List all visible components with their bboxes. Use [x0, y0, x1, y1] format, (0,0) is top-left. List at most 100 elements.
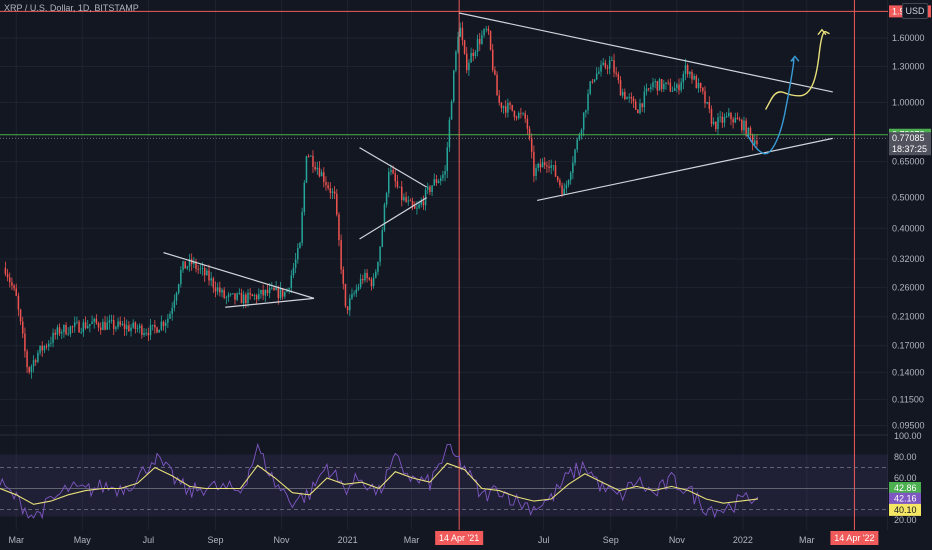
- candle-body: [169, 313, 171, 319]
- candle-body: [500, 102, 503, 108]
- chart-title: XRP / U.S. Dollar, 1D, BITSTAMP: [4, 3, 139, 13]
- candle-body: [667, 82, 669, 84]
- candle-body: [149, 325, 152, 336]
- rsi-badge: [889, 492, 921, 505]
- candle-body: [78, 321, 80, 333]
- candle-body: [266, 289, 269, 294]
- candle-body: [634, 101, 637, 110]
- candle-body: [125, 325, 128, 330]
- candle-body: [258, 293, 260, 300]
- candle-body: [424, 189, 427, 206]
- candle-body: [108, 320, 111, 323]
- candle-body: [60, 332, 63, 334]
- price-tick-label: 0.21000: [892, 312, 925, 322]
- candle-body: [234, 293, 236, 300]
- candle-body: [550, 165, 552, 168]
- candle-body: [34, 360, 37, 362]
- candle-body: [251, 294, 254, 297]
- candle-body: [47, 343, 50, 347]
- candle-body: [199, 268, 202, 270]
- candle-body: [147, 332, 150, 336]
- candle-body: [452, 70, 455, 102]
- candle-body: [106, 322, 108, 330]
- candle-body: [26, 351, 28, 368]
- candle-body: [327, 185, 329, 189]
- candle-body: [180, 270, 182, 285]
- candle-body: [115, 327, 117, 329]
- trendline[interactable]: [225, 297, 315, 308]
- trendline[interactable]: [359, 147, 427, 188]
- candle-body: [602, 62, 604, 65]
- candle-body: [416, 207, 418, 209]
- candle-body: [656, 81, 659, 91]
- price-tick-label: 0.32000: [892, 254, 925, 264]
- candle-body: [158, 329, 160, 333]
- candle-body: [264, 289, 267, 296]
- candle-body: [86, 325, 89, 329]
- trendline[interactable]: [359, 197, 427, 240]
- candle-body: [292, 267, 295, 276]
- candle-body: [578, 135, 581, 140]
- trendline[interactable]: [459, 12, 833, 93]
- candle-body: [76, 321, 78, 323]
- candle-body: [470, 52, 472, 63]
- candle-body: [171, 307, 173, 314]
- candle-body: [383, 204, 386, 231]
- candle-body: [455, 51, 457, 71]
- candle-body: [626, 97, 628, 100]
- candle-body: [359, 278, 362, 288]
- candle-body: [632, 98, 635, 102]
- candle-body: [132, 322, 134, 328]
- candle-body: [186, 266, 189, 269]
- candle-body: [543, 162, 546, 166]
- candle-body: [214, 287, 217, 292]
- candle-body: [738, 119, 741, 121]
- candle-body: [225, 297, 228, 299]
- candle-body: [647, 88, 650, 90]
- candle-body: [99, 327, 102, 330]
- candle-body: [502, 106, 505, 108]
- candle-body: [366, 272, 368, 278]
- candle-body: [262, 289, 264, 296]
- candle-body: [275, 287, 277, 291]
- candle-body: [478, 39, 481, 44]
- candle-body: [398, 186, 401, 188]
- candle-body: [704, 91, 706, 104]
- candle-body: [65, 324, 67, 335]
- candle-body: [509, 103, 511, 105]
- time-tick-label: Jul: [143, 535, 155, 545]
- trendline[interactable]: [537, 137, 833, 202]
- trendline[interactable]: [163, 252, 315, 299]
- candle-body: [245, 294, 247, 304]
- time-tick-label: Nov: [274, 535, 291, 545]
- candle-body: [30, 366, 33, 373]
- candle-body: [587, 93, 589, 111]
- candle-body: [504, 106, 507, 113]
- candle-body: [182, 261, 184, 271]
- candle-body: [639, 103, 641, 114]
- candle-body: [485, 28, 487, 30]
- candle-body: [728, 112, 730, 117]
- candle-body: [747, 127, 750, 136]
- price-tick-label: 1.30000: [892, 62, 925, 72]
- candle-body: [650, 87, 652, 89]
- candle-body: [476, 39, 479, 52]
- candle-body: [426, 186, 429, 190]
- candle-body: [15, 288, 18, 296]
- candle-body: [331, 191, 334, 193]
- candle-body: [368, 277, 371, 280]
- currency-button[interactable]: USD: [902, 3, 928, 19]
- candle-body: [301, 212, 303, 243]
- candle-body: [708, 101, 711, 109]
- candle-body: [268, 288, 271, 294]
- candle-body: [459, 27, 462, 37]
- candle-body: [671, 90, 674, 92]
- candle-body: [637, 109, 639, 114]
- candle-body: [145, 332, 147, 334]
- candle-body: [396, 181, 399, 187]
- candle-body: [41, 345, 43, 351]
- candle-body: [554, 165, 557, 177]
- time-tick-label: May: [74, 535, 92, 545]
